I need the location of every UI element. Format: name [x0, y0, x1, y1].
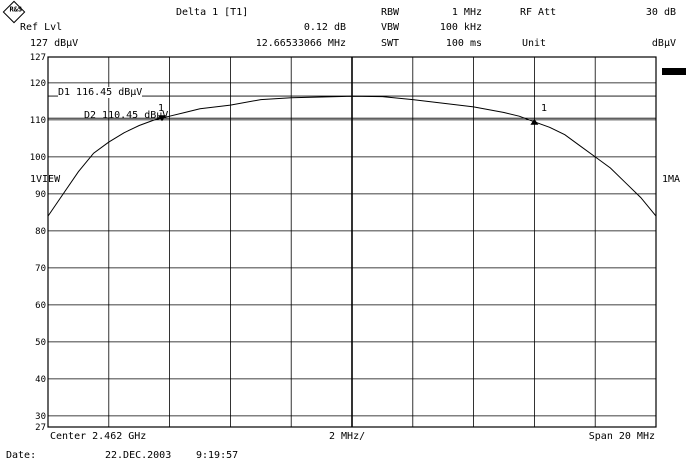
delta-value: 0.12 dB — [303, 22, 346, 33]
marker-1-left-label: 1 — [158, 103, 165, 114]
delta-frequency: 12.66533066 MHz — [255, 38, 346, 49]
rf-att-value: 30 dB — [645, 7, 676, 18]
span: Span 20 MHz — [588, 431, 655, 442]
marker-triangle — [530, 118, 539, 125]
spectrum-trace — [47, 95, 657, 217]
ref-lvl-value: 127 dBµV — [30, 38, 79, 49]
center-frequency: Center 2.462 GHz — [50, 431, 147, 442]
vbw-value: 100 kHz — [439, 22, 482, 33]
y-tick-label: 100 — [30, 153, 46, 163]
d1-reference-label: D1 116.45 dBµV — [58, 87, 143, 98]
swt-value: 100 ms — [445, 38, 482, 49]
vbw-label: VBW — [381, 22, 400, 33]
y-tick-label: 70 — [35, 264, 46, 274]
rbw-value: 1 MHz — [451, 7, 482, 18]
rbw-label: RBW — [381, 7, 400, 18]
ref-lvl-label: Ref Lvl — [20, 22, 63, 33]
d2-reference-label: D2 110.45 dBµV — [84, 110, 169, 121]
y-tick-label: 90 — [35, 190, 46, 200]
trace-mode-label: 1MA — [662, 174, 681, 185]
y-tick-label: 127 — [30, 53, 46, 63]
status-block — [662, 68, 686, 75]
rf-att-label: RF Att — [520, 7, 557, 18]
swt-label: SWT — [381, 38, 400, 49]
marker-triangle — [158, 115, 166, 122]
y-tick-label: 50 — [35, 338, 46, 348]
delta-marker-label: Delta 1 [T1] — [176, 7, 249, 18]
date-label: Date: — [6, 450, 37, 461]
frequency-per-division: 2 MHz/ — [329, 431, 366, 442]
y-tick-label: 80 — [35, 227, 46, 237]
y-tick-label: 27 — [35, 423, 46, 433]
view-label: 1VIEW — [30, 174, 61, 185]
trace-markers — [158, 115, 539, 125]
time-value: 9:19:57 — [196, 450, 239, 461]
y-tick-label: 60 — [35, 301, 46, 311]
y-tick-label: 120 — [30, 79, 46, 89]
unit-label: Unit — [522, 38, 547, 49]
y-tick-label: 110 — [30, 116, 46, 126]
marker-1-right-label: 1 — [541, 103, 548, 114]
date-value: 22.DEC.2003 — [105, 450, 172, 461]
y-tick-label: 40 — [35, 375, 46, 385]
y-tick-label: 30 — [35, 412, 46, 422]
unit-value: dBµV — [651, 38, 676, 49]
